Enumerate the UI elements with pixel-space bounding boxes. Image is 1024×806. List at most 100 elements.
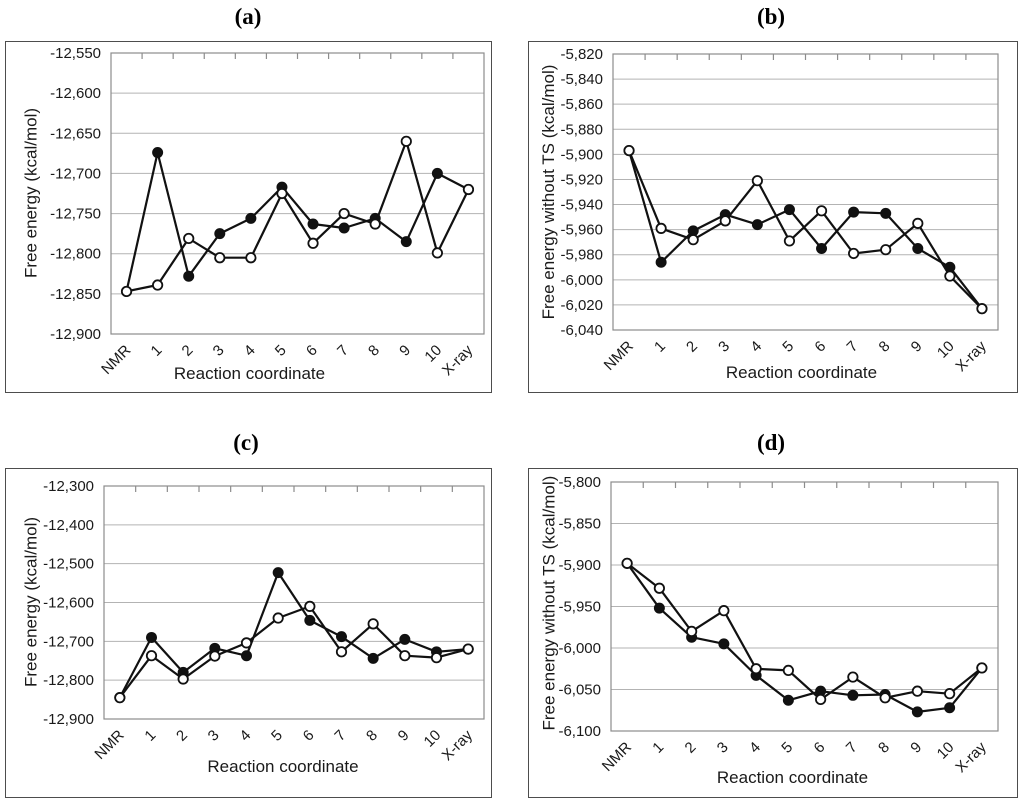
y-tick-label: -12,800 bbox=[43, 672, 94, 689]
data-point-open-circle bbox=[718, 605, 730, 617]
x-tick-label: 7 bbox=[331, 727, 349, 745]
x-tick-label: 4 bbox=[747, 338, 765, 356]
data-point-filled-circle bbox=[911, 706, 923, 718]
x-tick-label: 9 bbox=[395, 727, 413, 745]
data-point-open-circle bbox=[880, 244, 892, 256]
data-point-open-circle bbox=[750, 663, 762, 675]
x-tick-label: 10 bbox=[934, 338, 958, 362]
data-point-open-circle bbox=[114, 692, 126, 704]
y-tick-label: -12,550 bbox=[50, 45, 101, 62]
y-tick-label: -5,960 bbox=[560, 222, 603, 239]
x-tick-label: 7 bbox=[843, 739, 861, 757]
y-tick-label: -12,600 bbox=[50, 85, 101, 102]
data-point-filled-circle bbox=[336, 631, 347, 643]
panel-title-a: (a) bbox=[234, 4, 262, 29]
data-point-open-circle bbox=[399, 650, 411, 662]
y-tick-label: -12,650 bbox=[50, 125, 101, 142]
data-point-open-circle bbox=[369, 218, 381, 230]
y-tick-label: -5,900 bbox=[560, 146, 603, 163]
x-tick-label: 4 bbox=[241, 342, 259, 360]
data-point-open-circle bbox=[976, 662, 988, 674]
y-tick-label: -5,920 bbox=[560, 171, 603, 188]
y-tick-label: -5,950 bbox=[558, 599, 601, 616]
x-tick-label: X-ray bbox=[439, 726, 477, 764]
data-point-open-circle bbox=[462, 183, 475, 196]
data-point-open-circle bbox=[847, 671, 859, 683]
x-tick-label: 8 bbox=[363, 727, 381, 745]
data-point-open-circle bbox=[272, 612, 284, 624]
data-point-open-circle bbox=[848, 247, 860, 260]
y-tick-label: -12,700 bbox=[43, 633, 94, 650]
x-tick-label: 3 bbox=[715, 338, 733, 356]
y-tick-label: -6,040 bbox=[560, 322, 603, 339]
x-tick-label: 9 bbox=[396, 342, 414, 360]
y-tick-label: -5,820 bbox=[560, 46, 603, 63]
y-tick-label: -12,500 bbox=[43, 556, 94, 573]
data-point-open-circle bbox=[621, 557, 633, 569]
data-point-filled-circle bbox=[338, 222, 350, 234]
x-tick-label: NMR bbox=[91, 727, 127, 763]
data-point-filled-circle bbox=[653, 602, 665, 614]
y-axis-title-d: Free energy without TS (kcal/mol) bbox=[539, 475, 558, 731]
data-point-open-circle bbox=[783, 235, 796, 247]
data-point-open-circle bbox=[462, 643, 474, 655]
x-tick-label: 5 bbox=[268, 727, 286, 745]
y-tick-label: -12,400 bbox=[43, 517, 94, 534]
series-line-open-circle bbox=[627, 150, 983, 310]
series-line-filled-circle bbox=[118, 571, 469, 699]
x-tick-label: 6 bbox=[303, 342, 321, 360]
y-tick-label: -12,700 bbox=[50, 165, 101, 182]
data-point-open-circle bbox=[335, 646, 348, 658]
y-tick-label: -12,600 bbox=[43, 595, 94, 612]
y-tick-label: -12,750 bbox=[50, 206, 101, 223]
x-tick-label: X-ray bbox=[952, 337, 990, 375]
data-point-filled-circle bbox=[304, 614, 316, 626]
data-point-open-circle bbox=[338, 207, 350, 220]
y-tick-label: -6,050 bbox=[558, 682, 601, 699]
data-point-filled-circle bbox=[146, 631, 157, 643]
y-axis-title-c: Free energy (kcal/mol) bbox=[21, 516, 40, 688]
data-point-filled-circle bbox=[718, 638, 730, 650]
y-tick-label: -5,840 bbox=[560, 71, 603, 88]
data-point-open-circle bbox=[653, 582, 665, 594]
y-tick-label: -5,880 bbox=[560, 121, 603, 138]
data-point-filled-circle bbox=[399, 633, 411, 645]
data-point-open-circle bbox=[751, 175, 763, 187]
data-point-filled-circle bbox=[782, 694, 794, 706]
x-axis-title-c: Reaction coordinate bbox=[207, 757, 359, 776]
data-point-open-circle bbox=[431, 247, 443, 259]
series-line-filled-circle bbox=[125, 151, 470, 292]
x-tick-label: 9 bbox=[908, 338, 926, 356]
data-point-filled-circle bbox=[944, 702, 956, 714]
x-tick-label: 10 bbox=[934, 739, 958, 763]
data-point-open-circle bbox=[304, 600, 316, 612]
data-point-filled-circle bbox=[847, 689, 859, 701]
y-tick-label: -6,020 bbox=[560, 297, 603, 314]
data-point-filled-circle bbox=[848, 206, 860, 218]
y-tick-label: -5,980 bbox=[560, 247, 603, 264]
data-point-filled-circle bbox=[214, 228, 226, 240]
data-point-open-circle bbox=[815, 205, 828, 217]
data-point-open-circle bbox=[686, 625, 698, 637]
y-tick-label: -12,900 bbox=[43, 711, 94, 728]
data-point-open-circle bbox=[214, 252, 226, 264]
data-point-filled-circle bbox=[241, 650, 252, 662]
data-point-open-circle bbox=[944, 270, 956, 282]
y-tick-label: -5,860 bbox=[560, 96, 603, 113]
x-tick-label: NMR bbox=[599, 739, 635, 775]
x-tick-label: 8 bbox=[875, 739, 893, 757]
data-point-filled-circle bbox=[400, 236, 412, 248]
x-tick-label: 3 bbox=[205, 727, 223, 745]
plot-area-d: -5,800 -5,850 -5,900 -5,950 -6,000 -6,050 -6,1… bbox=[558, 474, 999, 776]
data-point-filled-circle bbox=[307, 218, 319, 230]
data-point-open-circle bbox=[976, 303, 988, 315]
data-point-open-circle bbox=[307, 237, 319, 249]
series-line-filled-circle bbox=[627, 150, 983, 310]
x-tick-label: 7 bbox=[844, 338, 862, 356]
x-tick-label: 6 bbox=[811, 739, 829, 757]
data-point-open-circle bbox=[367, 618, 379, 630]
data-point-open-circle bbox=[687, 234, 699, 246]
y-tick-label: -12,800 bbox=[50, 246, 101, 263]
x-tick-label: 2 bbox=[179, 342, 197, 360]
y-tick-label: -5,800 bbox=[558, 474, 601, 491]
